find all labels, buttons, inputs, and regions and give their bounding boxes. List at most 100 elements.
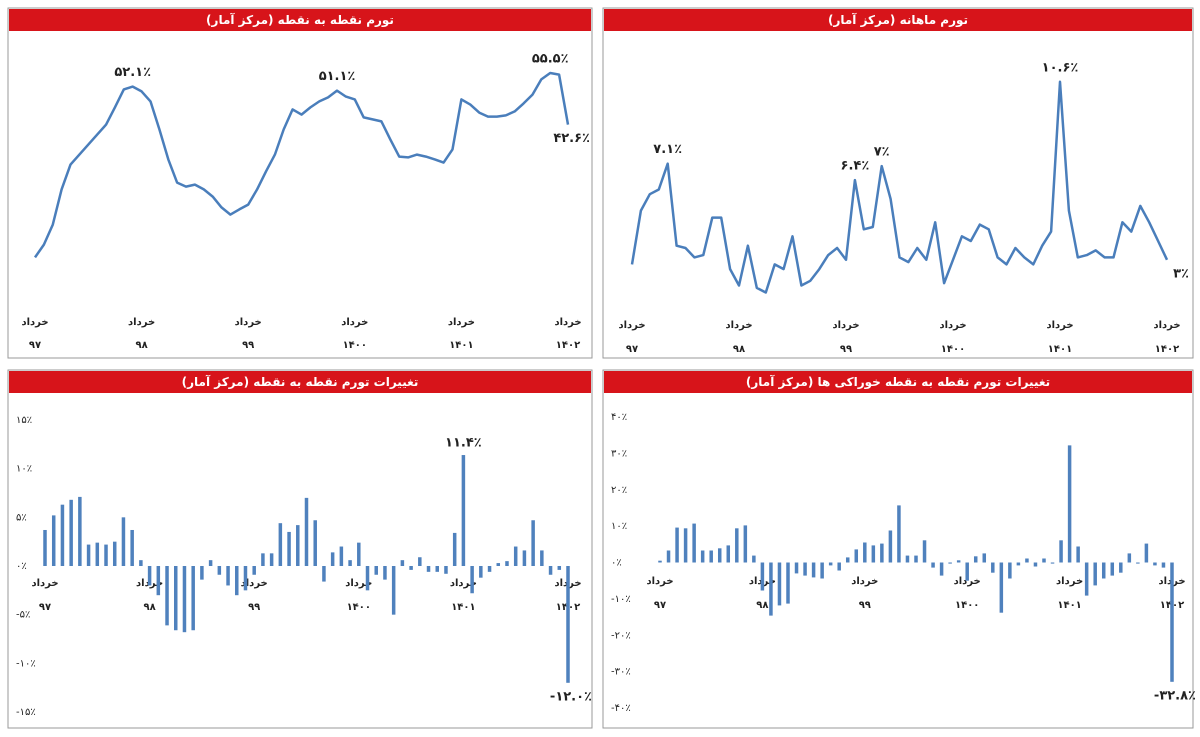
- bar: [1050, 562, 1055, 564]
- bar: [854, 549, 859, 563]
- x-tick-label: خرداد: [128, 317, 155, 328]
- x-tick-year: ۱۴۰۱: [449, 340, 473, 351]
- bar: [1067, 445, 1072, 563]
- value-label: ۳٪: [1173, 266, 1189, 281]
- bar: [243, 566, 248, 591]
- bar: [208, 560, 213, 566]
- bar: [51, 515, 56, 566]
- value-label: ۷.۱٪: [653, 142, 682, 157]
- bar: [313, 520, 317, 566]
- bar: [897, 505, 901, 563]
- x-tick-label: خرداد: [241, 578, 268, 589]
- bar: [348, 560, 352, 566]
- x-tick-label: خرداد: [1046, 320, 1073, 331]
- bar: [1110, 562, 1115, 576]
- bar: [956, 560, 961, 563]
- bar: [675, 527, 679, 563]
- bar: [95, 542, 100, 566]
- y-tick-label: ۱۰٪: [16, 464, 32, 475]
- panel: [7, 7, 593, 359]
- bar: [287, 531, 291, 566]
- bar: [426, 566, 431, 572]
- value-label: ۷٪: [874, 145, 890, 160]
- x-tick-label: خرداد: [554, 317, 581, 328]
- value-label: ۱۰.۶٪: [1042, 60, 1079, 75]
- bar: [139, 560, 143, 566]
- bar: [452, 532, 457, 566]
- bar: [982, 553, 987, 563]
- bar: [418, 557, 422, 566]
- x-tick-label: خرداد: [450, 578, 477, 589]
- bar: [540, 550, 544, 566]
- bar: [863, 542, 867, 563]
- x-tick-year: ۹۸: [756, 600, 768, 611]
- title-bar: [604, 9, 1192, 31]
- bar: [973, 556, 978, 563]
- bar: [339, 546, 344, 566]
- bar: [1084, 562, 1089, 596]
- y-tick-label: ۲۰٪: [611, 485, 627, 496]
- bar: [931, 562, 935, 568]
- bar: [365, 566, 370, 591]
- x-tick-label: خرداد: [341, 317, 368, 328]
- title-bar: [604, 371, 1192, 393]
- bar: [383, 566, 387, 580]
- bar: [513, 546, 518, 566]
- bar: [165, 566, 169, 626]
- bar: [330, 552, 335, 566]
- value-label: ۴۲.۶٪: [553, 131, 590, 146]
- bar: [709, 550, 713, 563]
- x-tick-year: ۱۴۰۰: [347, 602, 371, 613]
- y-tick-label: ۱۵٪: [16, 415, 32, 426]
- bar: [479, 566, 483, 578]
- bar: [905, 555, 910, 563]
- bar: [374, 566, 378, 575]
- bar: [1170, 562, 1174, 682]
- y-tick-label: -۱۵٪: [16, 707, 36, 718]
- value-label: -۱۲.۰٪: [550, 689, 592, 704]
- bar: [1033, 562, 1038, 567]
- bar: [803, 562, 807, 576]
- y-tick-label: ۰٪: [16, 561, 27, 572]
- bar: [1025, 558, 1029, 563]
- bar: [717, 548, 722, 563]
- bar: [948, 562, 952, 564]
- x-tick-label: خرداد: [235, 317, 262, 328]
- x-tick-label: خرداد: [1056, 576, 1083, 587]
- bar: [278, 523, 283, 566]
- bar: [888, 530, 893, 563]
- bar: [991, 562, 995, 573]
- x-tick-year: ۹۸: [135, 340, 147, 351]
- line: [33, 71, 570, 259]
- bar: [683, 528, 688, 563]
- value-label: ۱۱.۴٪: [445, 436, 482, 451]
- bar: [43, 529, 47, 566]
- bar: [845, 557, 850, 563]
- bar: [548, 566, 553, 575]
- x-tick-label: خرداد: [1153, 320, 1180, 331]
- bar: [531, 520, 535, 566]
- bar: [461, 455, 466, 566]
- y-tick-label: ۱۰٪: [611, 521, 627, 532]
- x-tick-label: خرداد: [448, 317, 475, 328]
- bar: [69, 499, 73, 566]
- bar: [400, 560, 405, 566]
- bar: [700, 550, 705, 563]
- bar: [666, 550, 671, 563]
- bar: [104, 544, 108, 566]
- bar: [505, 561, 509, 566]
- bar: [1101, 562, 1106, 579]
- bar: [760, 562, 765, 591]
- bar: [235, 566, 239, 596]
- bar: [1161, 562, 1166, 568]
- bar: [828, 562, 833, 566]
- bar: [965, 562, 969, 581]
- y-tick-label: ۳۰٪: [611, 448, 627, 459]
- y-tick-label: -۴۰٪: [611, 703, 631, 714]
- x-tick-year: ۱۴۰۱: [1048, 344, 1072, 355]
- value-label: ۵۱.۱٪: [319, 69, 356, 84]
- bar: [769, 562, 773, 616]
- title-bar: [9, 371, 591, 393]
- bar: [409, 566, 413, 570]
